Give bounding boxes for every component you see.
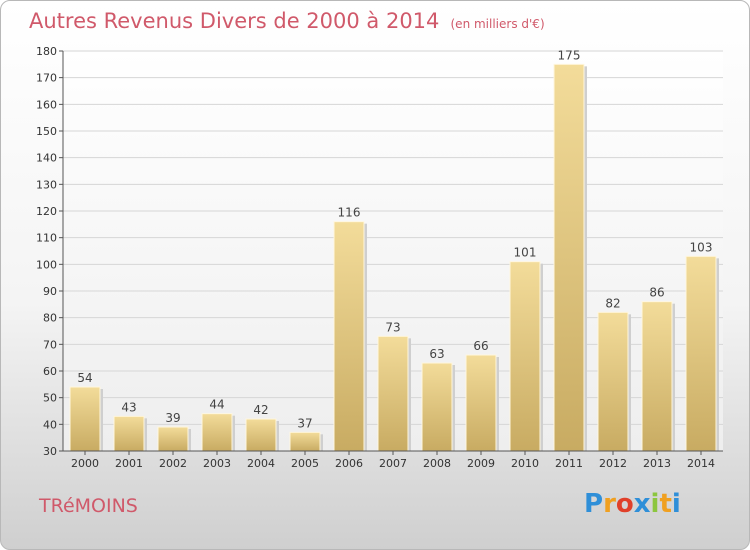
y-tick-label: 170 (36, 72, 57, 85)
place-name: TRéMOINS (39, 495, 138, 517)
y-tick-label: 50 (43, 392, 57, 405)
x-tick-label: 2009 (467, 457, 495, 470)
x-tick-label: 2010 (511, 457, 539, 470)
data-label: 44 (209, 398, 224, 412)
bar (597, 311, 629, 452)
x-tick-label: 2002 (159, 457, 187, 470)
bar (157, 426, 189, 452)
bar (333, 221, 365, 452)
logo-letter: r (603, 489, 616, 519)
title-row: Autres Revenus Divers de 2000 à 2014 (en… (29, 9, 545, 33)
data-label: 101 (514, 246, 537, 260)
x-tick-label: 2005 (291, 457, 319, 470)
bar (465, 354, 497, 452)
chart-title: Autres Revenus Divers de 2000 à 2014 (29, 9, 440, 33)
bar (553, 63, 585, 452)
chart-subtitle: (en milliers d'€) (450, 17, 545, 31)
bar (113, 415, 145, 452)
logo-letter: P (584, 489, 604, 519)
logo-letter: x (633, 489, 651, 519)
bar (245, 418, 277, 452)
bar (69, 386, 101, 452)
y-tick-label: 60 (43, 365, 57, 378)
x-tick-label: 2013 (643, 457, 671, 470)
data-label: 39 (165, 411, 180, 425)
data-label: 116 (338, 206, 361, 220)
y-tick-label: 80 (43, 312, 57, 325)
y-tick-label: 30 (43, 445, 57, 458)
data-label: 82 (605, 296, 620, 310)
x-tick-label: 2001 (115, 457, 143, 470)
x-tick-label: 2000 (71, 457, 99, 470)
bar (289, 431, 321, 452)
bar (421, 362, 453, 452)
y-tick-label: 100 (36, 258, 57, 271)
proxiti-logo: Proxiti (584, 489, 681, 519)
x-tick-label: 2012 (599, 457, 627, 470)
x-tick-label: 2014 (687, 457, 715, 470)
y-tick-label: 180 (36, 45, 57, 58)
bar (201, 413, 233, 452)
logo-letter: o (615, 489, 634, 519)
data-label: 37 (297, 416, 312, 430)
bar (377, 335, 409, 452)
data-label: 175 (558, 48, 581, 62)
data-label: 42 (253, 403, 268, 417)
y-tick-label: 150 (36, 125, 57, 138)
data-label: 103 (690, 240, 713, 254)
logo-letter: t (659, 489, 672, 519)
y-tick-label: 40 (43, 418, 57, 431)
y-tick-label: 160 (36, 98, 57, 111)
logo-letter: i (650, 489, 660, 519)
y-tick-label: 70 (43, 338, 57, 351)
data-label: 73 (385, 320, 400, 334)
y-tick-label: 140 (36, 152, 57, 165)
logo-letter: i (671, 489, 681, 519)
data-label: 43 (121, 400, 136, 414)
y-tick-label: 120 (36, 205, 57, 218)
bar (509, 261, 541, 452)
x-tick-label: 2003 (203, 457, 231, 470)
y-tick-label: 130 (36, 178, 57, 191)
bar (641, 301, 673, 452)
x-tick-label: 2008 (423, 457, 451, 470)
x-tick-label: 2004 (247, 457, 275, 470)
y-tick-label: 110 (36, 232, 57, 245)
data-label: 66 (473, 339, 488, 353)
x-tick-label: 2011 (555, 457, 583, 470)
y-tick-label: 90 (43, 285, 57, 298)
x-tick-label: 2007 (379, 457, 407, 470)
x-tick-label: 2006 (335, 457, 363, 470)
data-label: 86 (649, 286, 664, 300)
data-label: 54 (77, 371, 92, 385)
bar (685, 255, 717, 452)
data-label: 63 (429, 347, 444, 361)
